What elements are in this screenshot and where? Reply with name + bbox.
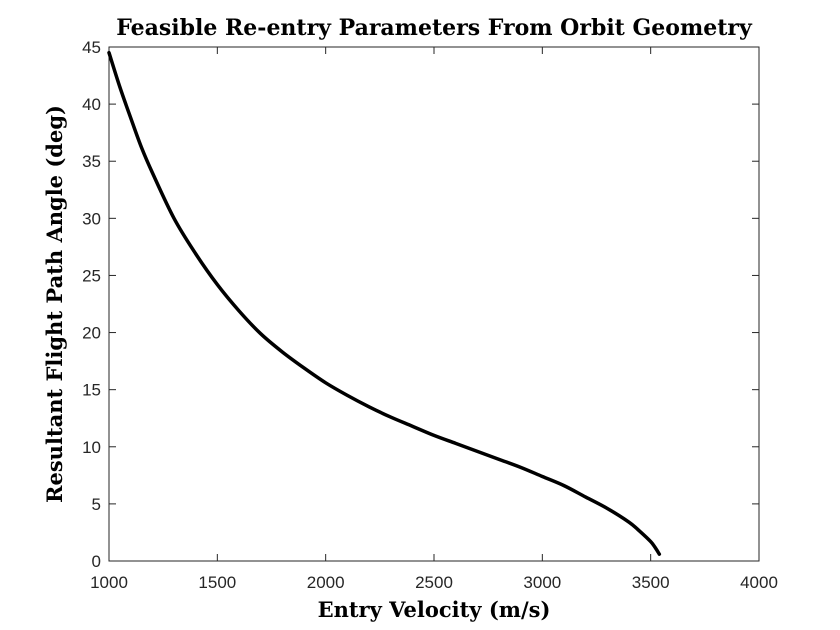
x-tick-label: 2000 <box>307 573 345 592</box>
y-tick-label: 45 <box>82 38 101 57</box>
axis-ticks <box>108 46 760 562</box>
x-tick-label: 2500 <box>415 573 453 592</box>
y-tick-label: 5 <box>92 495 101 514</box>
x-axis-label: Entry Velocity (m/s) <box>318 597 551 622</box>
axis-tick-labels: 1000 1500 2000 2500 3000 3500 4000 0 5 10 15 20 25 30… <box>82 38 778 592</box>
y-tick-label: 25 <box>82 266 101 285</box>
plot-area <box>108 46 760 562</box>
series-line <box>107 50 662 556</box>
chart-title: Feasible Re-entry Parameters From Orbit … <box>116 15 753 41</box>
x-tick-label: 1000 <box>90 573 128 592</box>
y-tick-label: 0 <box>92 552 101 571</box>
y-tick-label: 30 <box>82 209 101 228</box>
y-tick-label: 40 <box>82 95 101 114</box>
x-tick-label: 3000 <box>523 573 561 592</box>
y-tick-label: 20 <box>82 324 101 343</box>
y-tick-label: 35 <box>82 152 101 171</box>
x-tick-label: 4000 <box>740 573 778 592</box>
x-tick-label: 1500 <box>198 573 236 592</box>
y-tick-label: 10 <box>82 438 101 457</box>
x-tick-label: 3500 <box>632 573 670 592</box>
y-axis-label: Resultant Flight Path Angle (deg) <box>42 105 67 503</box>
y-tick-label: 15 <box>82 381 101 400</box>
